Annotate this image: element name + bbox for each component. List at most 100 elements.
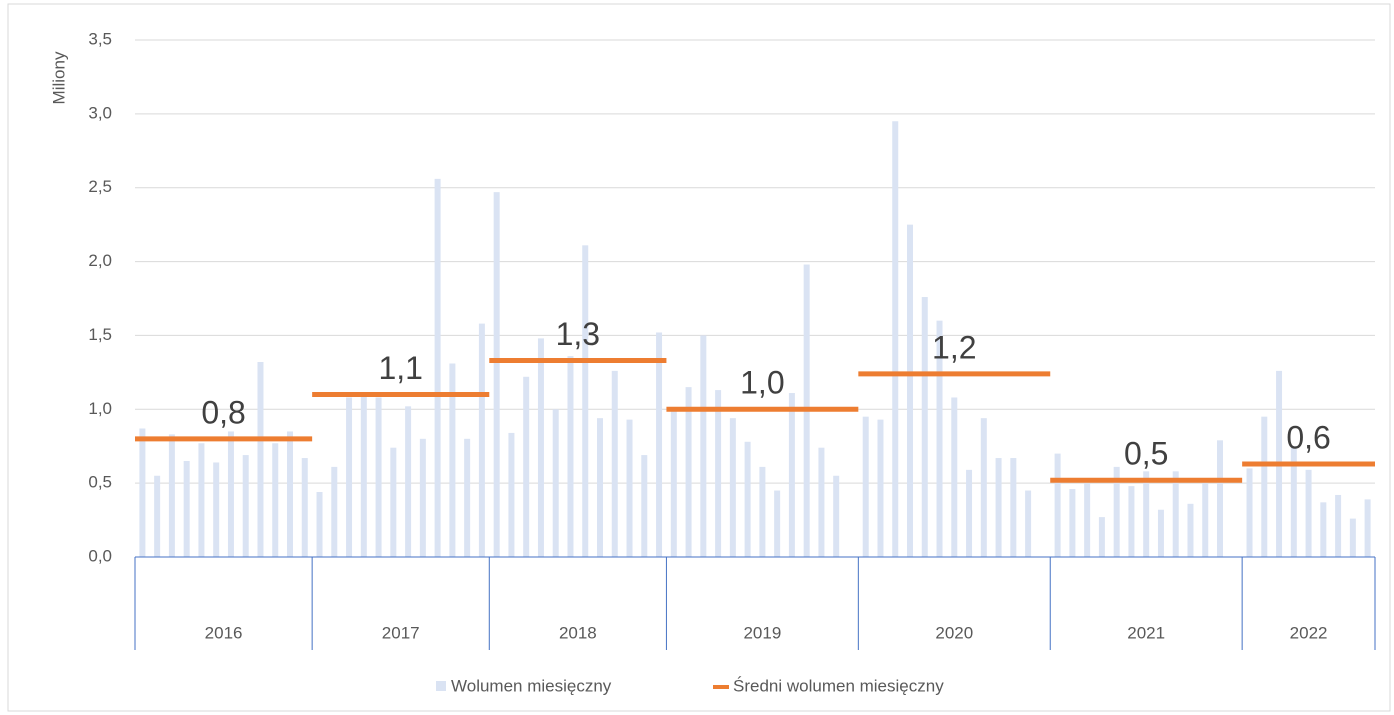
bar xyxy=(1025,490,1032,557)
bar xyxy=(921,297,928,557)
bar xyxy=(405,406,412,557)
legend-label: Wolumen miesięczny xyxy=(451,676,612,695)
bar xyxy=(892,121,899,557)
average-label: 0,6 xyxy=(1286,419,1330,455)
bar xyxy=(951,397,958,557)
average-label: 1,3 xyxy=(556,316,600,352)
bar xyxy=(715,390,722,557)
bar xyxy=(552,409,559,557)
bar xyxy=(1143,471,1150,557)
bar xyxy=(1187,503,1194,557)
bar xyxy=(729,418,736,557)
bar xyxy=(907,224,913,557)
bar xyxy=(242,455,249,557)
bar xyxy=(272,443,279,557)
bar xyxy=(966,469,973,557)
y-tick-label: 2,0 xyxy=(88,251,112,270)
bar xyxy=(375,397,382,557)
legend-swatch xyxy=(436,681,446,691)
bar xyxy=(1054,453,1061,557)
bar xyxy=(980,418,987,557)
bar xyxy=(1305,469,1312,557)
bar xyxy=(862,416,869,557)
bar xyxy=(1069,489,1076,557)
y-tick-label: 1,5 xyxy=(88,325,112,344)
bar xyxy=(493,192,500,557)
x-group-label: 2019 xyxy=(743,623,781,642)
bar xyxy=(759,466,766,557)
bar xyxy=(139,428,146,557)
bar xyxy=(582,245,589,557)
bar xyxy=(995,458,1002,557)
bar xyxy=(1217,440,1223,557)
bar xyxy=(508,432,515,557)
x-group-label: 2020 xyxy=(935,623,973,642)
bar xyxy=(287,431,293,557)
bar xyxy=(1113,466,1120,557)
chart-border xyxy=(7,3,1391,712)
bar xyxy=(641,455,648,557)
bar xyxy=(1157,509,1164,557)
bar xyxy=(168,434,175,557)
y-tick-label: 3,5 xyxy=(88,29,112,48)
average-label: 0,5 xyxy=(1124,436,1168,472)
legend-label: Średni wolumen miesięczny xyxy=(733,676,944,695)
bar xyxy=(744,441,751,557)
bar xyxy=(611,370,618,557)
bar xyxy=(434,178,441,557)
bar xyxy=(154,475,161,557)
bar xyxy=(1246,468,1253,557)
bar xyxy=(360,394,367,557)
bar xyxy=(936,320,943,557)
bar xyxy=(626,419,633,557)
bar xyxy=(818,447,825,557)
average-label: 1,0 xyxy=(740,365,784,401)
bar xyxy=(700,335,707,557)
x-group-label: 2017 xyxy=(382,623,420,642)
x-group-label: 2018 xyxy=(559,623,597,642)
bar xyxy=(183,460,190,557)
y-tick-label: 3,0 xyxy=(88,103,112,122)
average-label: 1,1 xyxy=(378,350,422,386)
bar xyxy=(877,419,884,557)
y-tick-label: 0,0 xyxy=(88,546,112,565)
bar xyxy=(1202,483,1209,557)
bar xyxy=(788,393,795,557)
bar xyxy=(227,431,234,557)
bar xyxy=(1084,483,1091,557)
bar xyxy=(685,387,692,557)
bar xyxy=(774,490,781,557)
bar xyxy=(1290,446,1297,557)
bar xyxy=(656,332,663,557)
y-tick-label: 2,5 xyxy=(88,177,112,196)
average-label: 0,8 xyxy=(201,394,245,430)
bar xyxy=(670,409,677,557)
y-tick-label: 1,0 xyxy=(88,399,112,418)
bar xyxy=(390,447,397,557)
x-group-label: 2022 xyxy=(1290,623,1328,642)
bar xyxy=(1335,494,1342,557)
bar xyxy=(257,362,264,557)
y-axis-label: Miliony xyxy=(49,51,68,104)
bar xyxy=(331,466,338,557)
bar xyxy=(449,363,456,557)
bar xyxy=(301,458,308,557)
bar xyxy=(597,418,603,557)
bar xyxy=(1098,517,1105,557)
bar xyxy=(478,323,485,557)
bar xyxy=(198,443,205,557)
bar xyxy=(1172,471,1179,557)
bar xyxy=(464,438,471,557)
bar xyxy=(1364,499,1371,557)
x-group-label: 2016 xyxy=(205,623,243,642)
bar xyxy=(316,492,323,557)
average-label: 1,2 xyxy=(932,329,976,365)
bar xyxy=(1320,502,1327,557)
bar xyxy=(1261,416,1268,557)
y-tick-label: 0,5 xyxy=(88,473,112,492)
bar xyxy=(419,438,426,557)
bar xyxy=(537,338,544,557)
bar xyxy=(1128,486,1135,557)
bar xyxy=(1349,518,1356,557)
